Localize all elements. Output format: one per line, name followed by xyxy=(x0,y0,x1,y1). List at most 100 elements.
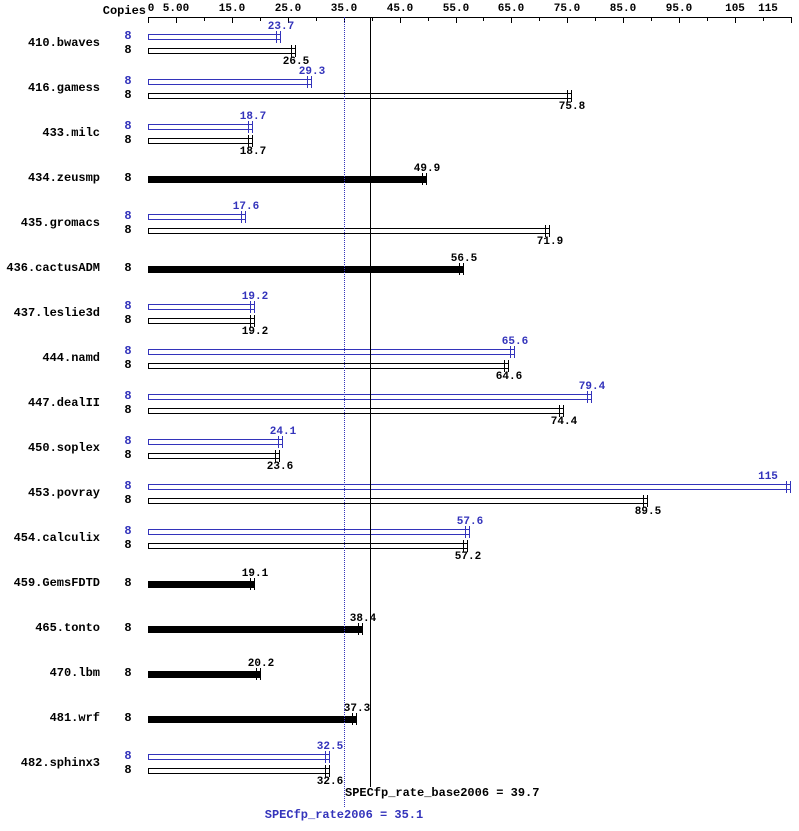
bar-end-tick xyxy=(591,391,592,403)
x-axis-tick xyxy=(288,17,289,23)
x-axis-tick xyxy=(623,17,624,23)
base-bar-bold xyxy=(148,266,464,273)
x-axis-tick xyxy=(791,17,792,23)
peak-bar xyxy=(148,439,283,445)
bar-value-label: 38.4 xyxy=(349,613,377,625)
bar-value-label: 32.6 xyxy=(316,776,344,788)
base-bar xyxy=(148,228,550,234)
bar-end-tick xyxy=(245,211,246,223)
base-mean-line xyxy=(370,17,371,787)
bar-value-label: 57.2 xyxy=(454,551,482,563)
bar-end-tick xyxy=(422,173,423,185)
bar-value-label: 29.3 xyxy=(298,66,326,78)
bar-end-tick xyxy=(276,31,277,43)
bar-end-tick xyxy=(279,450,280,462)
bar-end-tick xyxy=(545,225,546,237)
bar-end-tick xyxy=(250,315,251,327)
peak-bar xyxy=(148,34,281,40)
copies-value: 8 xyxy=(124,261,132,275)
bar-end-tick xyxy=(248,121,249,133)
base-bar-bold xyxy=(148,671,261,678)
copies-value: 8 xyxy=(124,479,132,493)
bar-value-label: 49.9 xyxy=(413,163,441,175)
bar-end-tick xyxy=(248,135,249,147)
peak-bar xyxy=(148,529,470,535)
bar-end-tick xyxy=(504,360,505,372)
x-axis-tick xyxy=(232,17,233,23)
bar-end-tick xyxy=(790,481,791,493)
benchmark-label: 447.dealII xyxy=(27,396,100,410)
x-tick-label: 5.00 xyxy=(162,3,190,15)
x-axis-tick xyxy=(595,17,596,21)
bar-end-tick xyxy=(549,225,550,237)
bar-end-tick xyxy=(465,526,466,538)
copies-value: 8 xyxy=(124,358,132,372)
bar-end-tick xyxy=(559,405,560,417)
copies-value: 8 xyxy=(124,88,132,102)
bar-end-tick xyxy=(241,211,242,223)
bar-end-tick xyxy=(254,301,255,313)
bar-value-label: 32.5 xyxy=(316,741,344,753)
x-tick-label: 55.0 xyxy=(442,3,470,15)
benchmark-label: 410.bwaves xyxy=(27,36,100,50)
x-axis-tick xyxy=(763,17,764,21)
x-axis-tick xyxy=(679,17,680,23)
bar-value-label: 19.2 xyxy=(241,326,269,338)
x-tick-label: 35.0 xyxy=(330,3,358,15)
peak-bar xyxy=(148,124,253,130)
bar-end-tick xyxy=(510,346,511,358)
benchmark-label: 450.soplex xyxy=(27,441,100,455)
bar-value-label: 18.7 xyxy=(239,111,267,123)
benchmark-label: 437.leslie3d xyxy=(13,306,100,320)
copies-value: 8 xyxy=(124,666,132,680)
x-tick-label: 25.0 xyxy=(274,3,302,15)
base-bar-bold xyxy=(148,581,255,588)
bar-value-label: 37.3 xyxy=(343,703,371,715)
x-tick-label: 45.0 xyxy=(386,3,414,15)
bar-value-label: 74.4 xyxy=(550,416,578,428)
copies-value: 8 xyxy=(124,133,132,147)
bar-end-tick xyxy=(325,751,326,763)
bar-end-tick xyxy=(786,481,787,493)
bar-end-tick xyxy=(252,121,253,133)
copies-value: 8 xyxy=(124,448,132,462)
bar-value-label: 115 xyxy=(758,471,778,483)
base-bar xyxy=(148,93,572,99)
copies-value: 8 xyxy=(124,389,132,403)
copies-value: 8 xyxy=(124,749,132,763)
bar-end-tick xyxy=(463,263,464,275)
bar-end-tick xyxy=(587,391,588,403)
x-axis-tick xyxy=(204,17,205,21)
base-bar xyxy=(148,453,280,459)
x-axis-tick xyxy=(456,17,457,23)
x-tick-label: 95.0 xyxy=(665,3,693,15)
bar-end-tick xyxy=(250,578,251,590)
copies-value: 8 xyxy=(124,763,132,777)
bar-end-tick xyxy=(256,668,257,680)
bar-end-tick xyxy=(260,668,261,680)
bar-value-label: 65.6 xyxy=(501,336,529,348)
base-bar-bold xyxy=(148,716,357,723)
copies-value: 8 xyxy=(124,74,132,88)
x-axis-line xyxy=(148,17,792,18)
bar-end-tick xyxy=(311,76,312,88)
copies-value: 8 xyxy=(124,344,132,358)
benchmark-label: 482.sphinx3 xyxy=(20,756,100,770)
copies-value: 8 xyxy=(124,313,132,327)
bar-value-label: 19.1 xyxy=(241,568,269,580)
base-bar xyxy=(148,408,564,414)
base-bar xyxy=(148,48,296,54)
copies-value: 8 xyxy=(124,434,132,448)
bar-end-tick xyxy=(352,713,353,725)
base-bar xyxy=(148,543,468,549)
x-tick-label: 115 xyxy=(758,3,778,15)
x-axis-tick xyxy=(651,17,652,21)
bar-value-label: 26.5 xyxy=(282,56,310,68)
x-axis-tick xyxy=(511,17,512,23)
x-axis-tick xyxy=(316,17,317,21)
bar-value-label: 24.1 xyxy=(269,426,297,438)
bar-end-tick xyxy=(307,76,308,88)
bar-value-label: 57.6 xyxy=(456,516,484,528)
x-axis-tick xyxy=(176,17,177,23)
copies-value: 8 xyxy=(124,576,132,590)
